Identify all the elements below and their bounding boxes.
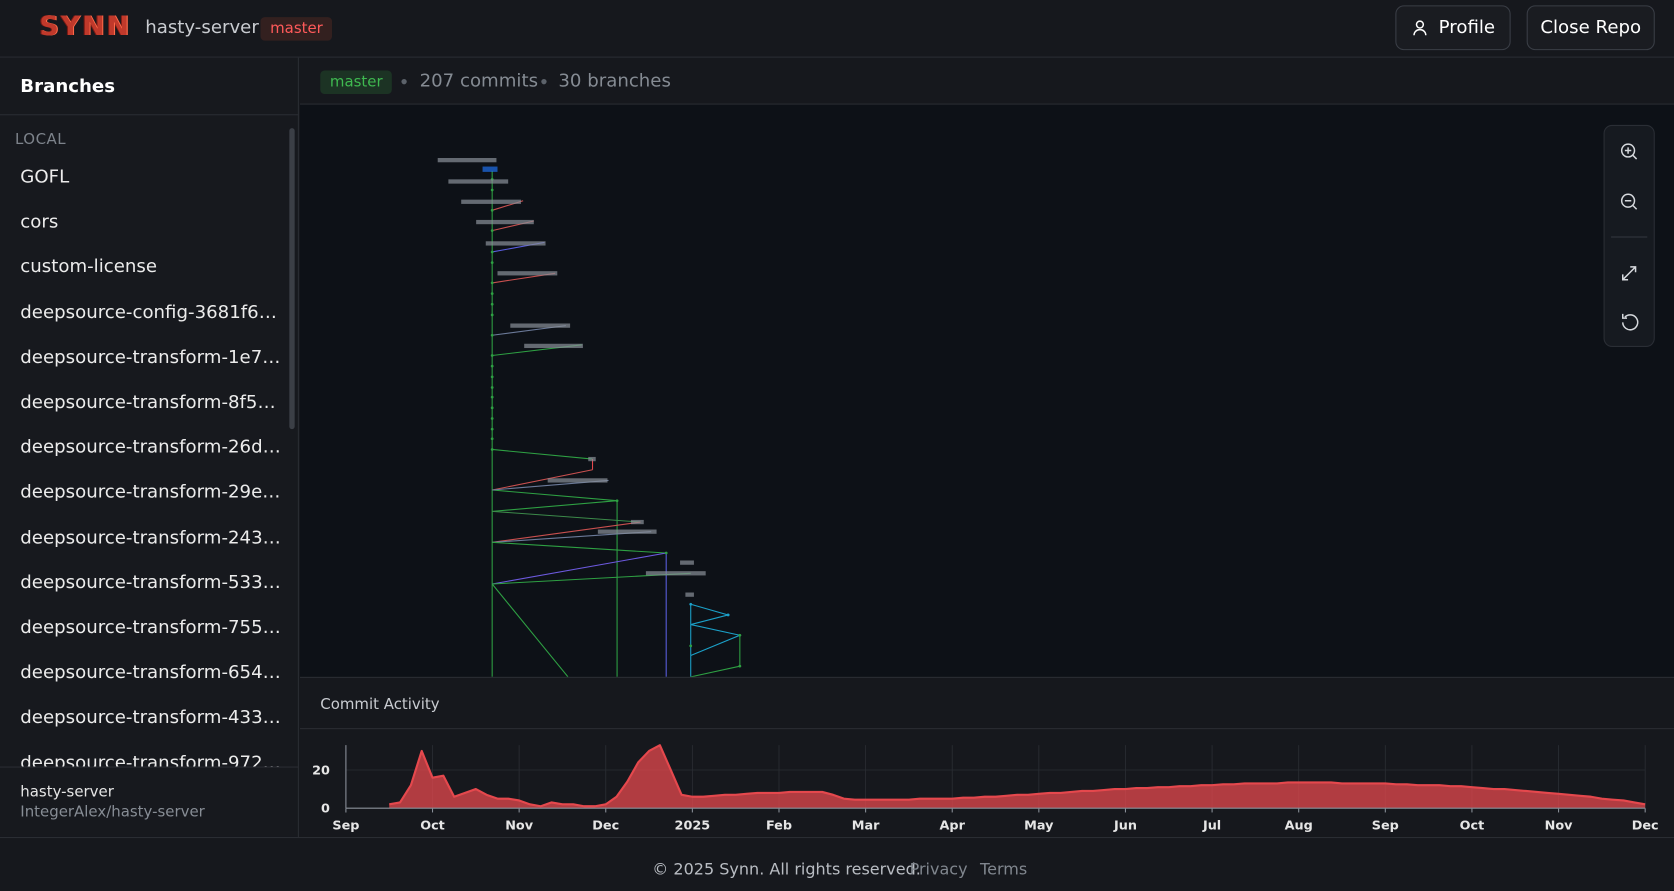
logo[interactable]: SYNN (39, 10, 132, 42)
zoom-in[interactable] (1620, 143, 1638, 160)
branch-item[interactable]: deepsource-transform-8f5… (20, 391, 276, 414)
branch-item[interactable]: deepsource-transform-243… (20, 526, 281, 549)
profile-button[interactable]: Profile (1395, 5, 1511, 51)
sidebar-repo-full: IntegerAlex/hasty-server (20, 803, 205, 821)
y-tick-label: 0 (321, 801, 330, 816)
branch-item[interactable]: cors (20, 211, 59, 233)
x-tick-label: Oct (1460, 819, 1485, 834)
x-tick-label: Sep (1372, 819, 1399, 834)
separator-dot (541, 79, 547, 85)
x-tick-label: Oct (420, 819, 445, 834)
divider (0, 836, 1674, 839)
commit-count: 207 commits (419, 70, 539, 92)
x-tick-label: Dec (1632, 819, 1659, 834)
activity-area (389, 745, 1646, 809)
fit-view[interactable] (1622, 266, 1637, 281)
branch-count: 30 branches (558, 70, 671, 92)
copyright: © 2025 Synn. All rights reserved. (652, 859, 921, 879)
branch-item[interactable]: deepsource-transform-26d… (20, 436, 281, 459)
graph-header (299, 59, 1674, 105)
x-tick-label: Sep (332, 819, 359, 834)
user-icon (1412, 20, 1427, 36)
branch-item[interactable]: GOFL (20, 166, 70, 188)
panel-title: Commit Activity (320, 696, 440, 714)
footer-link[interactable]: Terms (980, 859, 1028, 879)
branch-item[interactable]: deepsource-transform-654… (20, 662, 281, 684)
sidebar-title: Branches (20, 75, 116, 98)
scrollbar[interactable] (288, 117, 295, 764)
x-tick-label: Dec (592, 819, 619, 834)
x-tick-label: Aug (1285, 819, 1313, 834)
scroll-thumb[interactable] (289, 128, 295, 430)
divider (299, 728, 1674, 730)
section-label: LOCAL (14, 131, 67, 149)
separator-dot (401, 79, 407, 85)
branch-item[interactable]: deepsource-transform-29e… (20, 481, 281, 504)
x-tick-label: Feb (766, 819, 792, 834)
x-tick-label: Mar (852, 819, 880, 834)
branch-list: GOFL cors custom-license deepsource-config-… (0, 115, 286, 767)
y-tick-label: 20 (312, 763, 330, 778)
branch-item[interactable]: deepsource-config-3681f6… (20, 301, 277, 324)
activity-panel (299, 676, 1674, 837)
x-tick-label: 2025 (675, 819, 711, 834)
divider (0, 114, 299, 116)
activity-chart: Sep Oct Nov Dec 2025 Feb Mar Apr May Jun Jul Aug Sep… (312, 744, 1659, 834)
branch-item[interactable]: deepsource-transform-972… (20, 752, 281, 767)
graph-controls (1603, 124, 1655, 347)
x-tick-label: May (1024, 819, 1054, 834)
top-bar (0, 0, 1674, 58)
branch-item[interactable]: deepsource-transform-755… (20, 617, 281, 639)
branch-badge: master (320, 70, 393, 94)
branch-item[interactable]: custom-license (20, 256, 158, 278)
graph-tags (437, 158, 706, 597)
branch-item[interactable]: deepsource-transform-433… (20, 707, 281, 729)
footer-link[interactable]: Privacy (909, 859, 968, 879)
commit-graph[interactable] (299, 104, 1674, 677)
activity-line (389, 744, 1646, 808)
button-label: Profile (1438, 17, 1496, 39)
repo-name: hasty-server (145, 17, 259, 39)
branch-badge: master (260, 17, 333, 41)
x-tick-label: Nov (505, 819, 534, 834)
close-repo-button[interactable]: Close Repo (1526, 5, 1655, 51)
x-tick-label: Nov (1545, 819, 1574, 834)
reset-view[interactable] (1622, 313, 1639, 331)
graph-nodes (490, 177, 742, 668)
branch-item[interactable]: deepsource-transform-1e7… (20, 346, 281, 369)
control-icons (1611, 143, 1648, 331)
x-tick-label: Jul (1202, 819, 1221, 834)
sidebar (0, 57, 299, 837)
x-tick-label: Apr (940, 819, 966, 834)
branch-item[interactable]: deepsource-transform-533… (20, 572, 281, 594)
sidebar-repo: hasty-server (20, 783, 114, 801)
zoom-out[interactable] (1620, 193, 1638, 210)
graph-background (299, 104, 1674, 677)
x-tick-label: Jun (1113, 819, 1137, 834)
button-label: Close Repo (1540, 17, 1642, 39)
divider (0, 766, 299, 768)
